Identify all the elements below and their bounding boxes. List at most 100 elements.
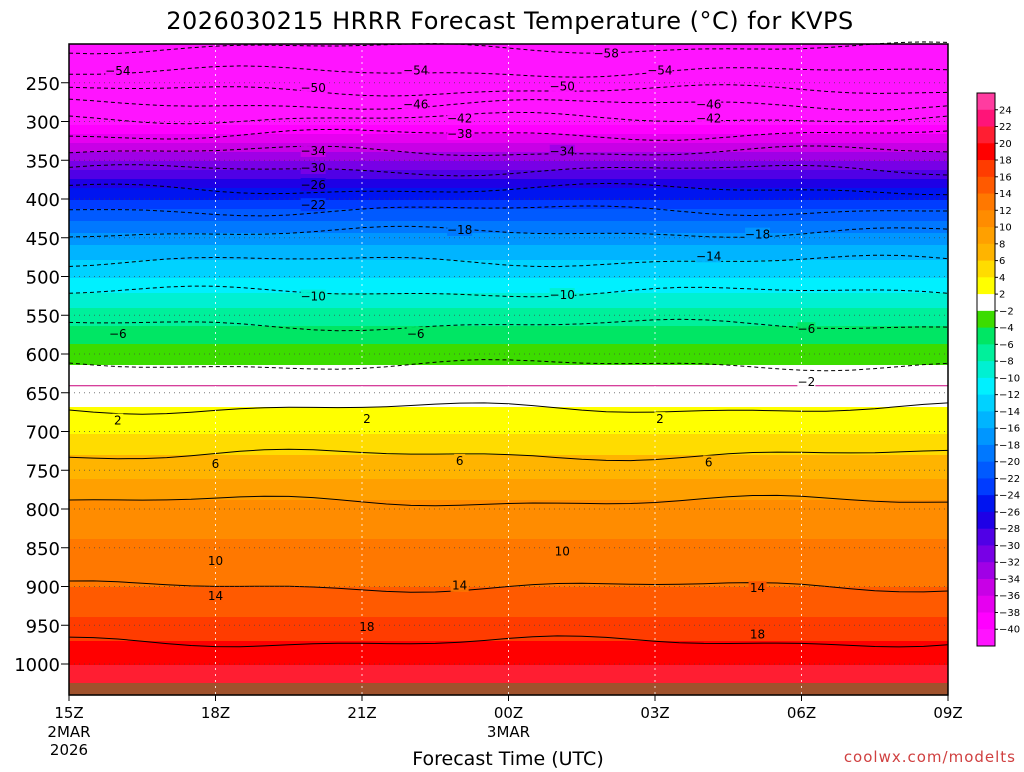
temperature-band bbox=[69, 305, 948, 309]
x-tick-label: 21Z bbox=[347, 704, 376, 722]
colorbar-swatch bbox=[977, 495, 995, 513]
contour-label-bg bbox=[300, 143, 326, 157]
temperature-band bbox=[69, 443, 948, 447]
colorbar-swatch bbox=[977, 394, 995, 412]
y-tick-label: 900 bbox=[26, 578, 60, 599]
contour-labels: −58−54 −54 −54−50 −50−46 −46−42 −42−38−34 −34−… bbox=[105, 46, 816, 642]
contour-label-bg bbox=[447, 223, 473, 236]
temperature-band bbox=[69, 437, 948, 441]
temperature-band bbox=[69, 359, 948, 363]
contour-label: −34 bbox=[301, 144, 326, 158]
temperature-band bbox=[69, 215, 948, 219]
colorbar-tick-label: −32 bbox=[999, 558, 1020, 569]
temperature-band bbox=[69, 575, 948, 579]
contour-label-bg bbox=[696, 249, 722, 263]
contour-label-bg bbox=[300, 178, 326, 192]
colorbar-tick-label: −6 bbox=[999, 340, 1014, 351]
contour-label-bg bbox=[300, 161, 326, 174]
contour-label: −46 bbox=[696, 97, 721, 111]
x-axis-label: Forecast Time (UTC) bbox=[412, 748, 603, 768]
colorbar-tick-label: 12 bbox=[999, 206, 1012, 217]
temperature-band bbox=[69, 551, 948, 555]
temperature-band bbox=[69, 335, 948, 339]
contour-label: −22 bbox=[301, 198, 326, 212]
y-tick-label: 400 bbox=[26, 190, 60, 211]
temperature-band bbox=[69, 521, 948, 525]
x-tick-year: 2026 bbox=[50, 741, 88, 759]
temperature-band bbox=[69, 473, 948, 477]
contour-label: 18 bbox=[750, 628, 765, 642]
contour-label-bg bbox=[210, 457, 221, 471]
contour-label: −42 bbox=[696, 111, 721, 125]
x-tick-label: 09Z bbox=[933, 704, 962, 722]
contour-label-bg bbox=[357, 619, 376, 633]
contour-label-bg bbox=[553, 544, 572, 558]
contour-label-bg bbox=[797, 322, 816, 336]
colorbar-tick-label: −24 bbox=[999, 491, 1020, 502]
contour-label: 10 bbox=[555, 545, 570, 559]
contour-label-bg bbox=[406, 326, 425, 340]
temperature-band bbox=[69, 407, 948, 411]
colorbar-frame bbox=[976, 92, 996, 647]
temperature-band bbox=[69, 311, 948, 315]
contour-label: 6 bbox=[456, 454, 464, 468]
colorbar-swatch bbox=[977, 310, 995, 329]
temperature-band bbox=[69, 83, 948, 87]
credit-text: coolwx.com/modelts bbox=[844, 748, 1016, 766]
contour-label: −6 bbox=[798, 322, 816, 336]
colorbar-tick-label: −4 bbox=[999, 323, 1014, 334]
y-tick-label: 750 bbox=[26, 461, 60, 482]
colorbar: 24 22 20 18 16 14 12 10 8 6 4 2 −2 −4 −6 −8 −10 −12 −14 −16… bbox=[976, 92, 1020, 647]
colorbar-tick-label: 20 bbox=[999, 139, 1012, 150]
contour-label-bg bbox=[549, 288, 575, 302]
contour-label-bg bbox=[403, 63, 429, 77]
temperature-band bbox=[69, 491, 948, 495]
colorbar-swatch bbox=[977, 143, 995, 161]
contour-label-bg bbox=[403, 97, 429, 111]
colorbar-tick-label: 22 bbox=[999, 122, 1012, 133]
ground-surface bbox=[69, 683, 948, 695]
contour-label-bg bbox=[112, 413, 124, 427]
contour-label-bg bbox=[361, 412, 373, 426]
colorbar-swatch bbox=[977, 562, 995, 580]
temperature-band bbox=[69, 401, 948, 405]
colorbar-swatch bbox=[977, 193, 995, 211]
temperature-band bbox=[69, 479, 948, 483]
contour-label: −42 bbox=[447, 111, 472, 125]
colorbar-swatch bbox=[977, 294, 995, 312]
temperature-band bbox=[69, 191, 948, 195]
y-tick-label: 850 bbox=[26, 539, 60, 560]
y-tick-label: 300 bbox=[26, 113, 60, 134]
contour-label-bg bbox=[797, 374, 816, 388]
temperature-band bbox=[69, 299, 948, 303]
temperature-band bbox=[69, 317, 948, 321]
temperature-band bbox=[69, 281, 948, 285]
x-tick-label: 00Z bbox=[494, 704, 523, 722]
contour-label: −10 bbox=[550, 288, 575, 302]
contour-label: −26 bbox=[301, 178, 326, 192]
colorbar-tick-label: −38 bbox=[999, 608, 1020, 619]
y-axis: 250 300 350 400 450 500 550 600 650 700 750 800 850 9… bbox=[14, 74, 69, 676]
contour-label-bg bbox=[300, 289, 326, 303]
temperature-band bbox=[69, 647, 948, 651]
x-tick-label: 15Z bbox=[54, 704, 83, 722]
y-tick-label: 800 bbox=[26, 500, 60, 521]
x-tick-label: 06Z bbox=[787, 704, 816, 722]
temperature-band bbox=[69, 107, 948, 111]
colorbar-tick-label: −8 bbox=[999, 357, 1014, 368]
contour-label: −50 bbox=[301, 81, 326, 95]
temperature-band bbox=[69, 155, 948, 159]
contour-label-bg bbox=[654, 412, 666, 426]
contour-label: −54 bbox=[403, 63, 428, 77]
temperature-band bbox=[69, 353, 948, 357]
contour-label: −34 bbox=[550, 145, 575, 159]
colorbar-swatch bbox=[977, 612, 995, 630]
temperature-band bbox=[69, 251, 948, 255]
temperature-band bbox=[69, 167, 948, 171]
colorbar-tick-label: −18 bbox=[999, 440, 1020, 451]
contour-label: 10 bbox=[208, 554, 223, 568]
colorbar-swatch bbox=[977, 444, 995, 463]
colorbar-tick-label: 10 bbox=[999, 223, 1012, 234]
colorbar-tick-label: 16 bbox=[999, 172, 1012, 183]
contour-label: 6 bbox=[705, 456, 713, 470]
